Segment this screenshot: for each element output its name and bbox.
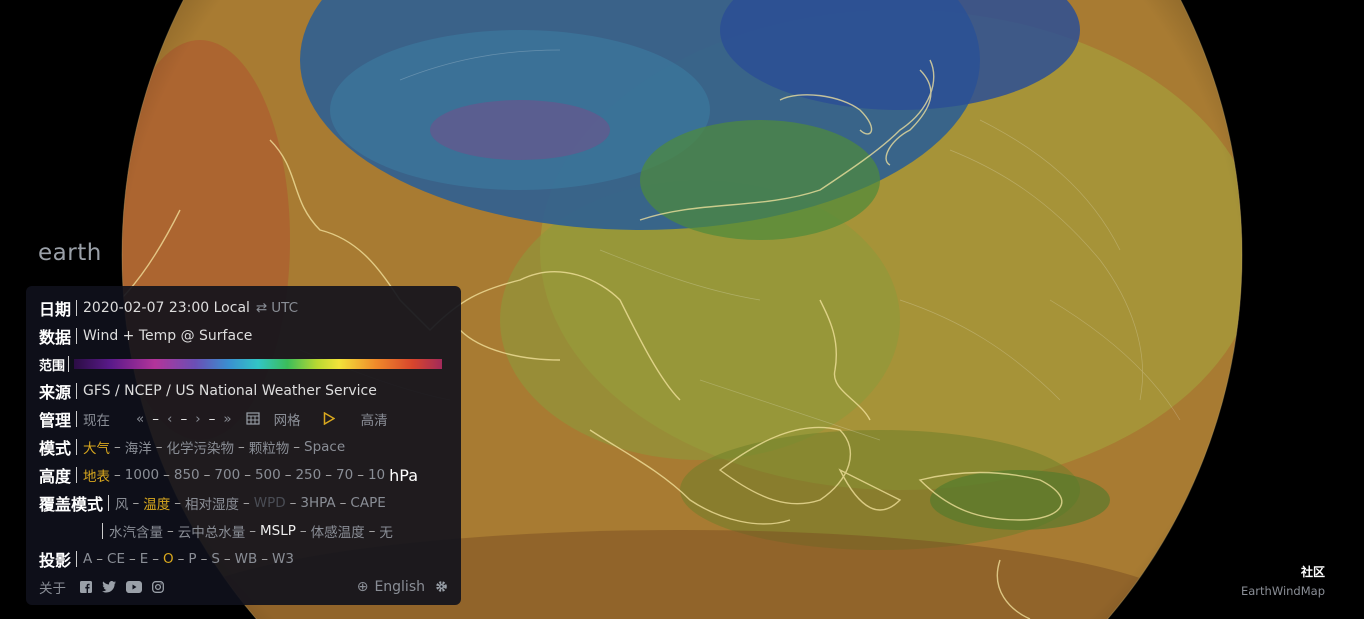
step-separator: – <box>152 411 160 427</box>
height-250[interactable]: 250 <box>295 467 322 483</box>
mode-particulates[interactable]: 颗粒物 <box>248 441 290 457</box>
app-title[interactable]: earth <box>38 240 102 266</box>
overlay-label: 覆盖模式 <box>39 495 104 514</box>
step-separator: – <box>208 411 216 427</box>
height-70[interactable]: 70 <box>336 467 354 483</box>
forward-step-button[interactable]: › <box>195 411 201 427</box>
data-label: 数据 <box>39 328 72 347</box>
divider <box>76 411 78 427</box>
height-1000[interactable]: 1000 <box>124 467 160 483</box>
overlay-mslp[interactable]: MSLP <box>260 523 296 539</box>
overlay-misery-index[interactable]: 体感温度 <box>310 525 365 541</box>
divider <box>76 328 78 344</box>
overlay-3hpa[interactable]: 3HPA <box>300 495 336 511</box>
projection-s[interactable]: S <box>211 551 220 567</box>
overlay-row: 覆盖模式 风 – 温度 – 相对湿度 – WPD – 3HPA – CAPE <box>39 491 386 515</box>
corner-links: 社区 EarthWindMap <box>1241 563 1325 598</box>
date-row: 日期 2020-02-07 23:00 Local ⇄ UTC <box>39 296 298 320</box>
projection-label: 投影 <box>39 551 72 570</box>
overlay-wpd[interactable]: WPD <box>253 495 286 511</box>
divider <box>68 356 70 372</box>
overlay-rh[interactable]: 相对湿度 <box>185 497 240 513</box>
youtube-icon[interactable] <box>126 578 142 597</box>
projection-a[interactable]: A <box>83 551 93 567</box>
overlay-tpw[interactable]: 水汽含量 <box>109 525 163 541</box>
twitter-icon[interactable] <box>102 578 116 597</box>
divider <box>76 467 78 483</box>
date-value[interactable]: 2020-02-07 23:00 Local <box>83 300 250 316</box>
calendar-grid-icon[interactable] <box>246 410 260 429</box>
height-surface[interactable]: 地表 <box>83 469 111 485</box>
source-value: GFS / NCEP / US National Weather Service <box>83 383 377 399</box>
overlay-cape[interactable]: CAPE <box>350 495 386 511</box>
mode-ocean[interactable]: 海洋 <box>124 441 152 457</box>
mode-space[interactable]: Space <box>304 439 346 455</box>
divider <box>76 383 78 399</box>
date-label: 日期 <box>39 300 72 319</box>
height-500[interactable]: 500 <box>254 467 281 483</box>
earthwindmap-link[interactable]: EarthWindMap <box>1240 584 1325 598</box>
grid-button[interactable]: 网格 <box>273 413 301 429</box>
projection-wb[interactable]: WB <box>234 551 258 567</box>
projection-ce[interactable]: CE <box>107 551 125 567</box>
overlay-temp[interactable]: 温度 <box>143 497 171 513</box>
scale-row: 范围 <box>39 352 443 376</box>
forward-day-button[interactable]: » <box>223 411 232 427</box>
height-row: 高度 地表 – 1000– 850– 700– 500– 250– 70– 10 … <box>39 463 418 487</box>
hd-button[interactable]: 高清 <box>360 413 388 429</box>
overlay-wind[interactable]: 风 <box>115 497 129 513</box>
back-step-button[interactable]: ‹ <box>167 411 173 427</box>
control-label: 管理 <box>39 411 72 430</box>
community-link[interactable]: 社区 <box>1300 565 1325 579</box>
projection-e[interactable]: E <box>139 551 149 567</box>
divider <box>108 495 110 511</box>
data-value: Wind + Temp @ Surface <box>83 328 253 344</box>
utc-toggle[interactable]: UTC <box>271 300 298 316</box>
source-row: 来源 GFS / NCEP / US National Weather Serv… <box>39 379 377 403</box>
divider <box>76 300 78 316</box>
height-700[interactable]: 700 <box>214 467 241 483</box>
mode-row: 模式 大气 – 海洋 – 化学污染物 – 颗粒物 – Space <box>39 435 345 459</box>
mode-chem[interactable]: 化学污染物 <box>166 441 235 457</box>
mode-atmosphere[interactable]: 大气 <box>83 441 111 457</box>
step-separator: – <box>180 411 188 427</box>
divider <box>76 551 78 567</box>
projection-o[interactable]: O <box>163 551 174 567</box>
language-selector[interactable]: English <box>374 579 425 595</box>
divider <box>76 439 78 455</box>
color-scale-bar[interactable] <box>74 359 443 369</box>
swap-arrows-icon[interactable]: ⇄ <box>255 300 268 316</box>
height-850[interactable]: 850 <box>173 467 200 483</box>
scale-label: 范围 <box>39 358 66 374</box>
about-link[interactable]: 关于 <box>39 581 66 597</box>
globe-icon[interactable]: ⊕ <box>356 579 369 595</box>
divider <box>102 523 103 539</box>
source-label: 来源 <box>39 383 72 402</box>
control-panel: 日期 2020-02-07 23:00 Local ⇄ UTC 数据 Wind … <box>26 286 461 605</box>
back-day-button[interactable]: « <box>136 411 145 427</box>
instagram-icon[interactable] <box>152 578 164 597</box>
data-row: 数据 Wind + Temp @ Surface <box>39 324 252 348</box>
now-button[interactable]: 现在 <box>83 413 111 429</box>
mode-label: 模式 <box>39 439 72 458</box>
projection-p[interactable]: P <box>188 551 197 567</box>
overlay-none[interactable]: 无 <box>379 525 393 541</box>
overlay-row-2: 水汽含量 – 云中总水量 – MSLP – 体感温度 – 无 <box>100 519 393 543</box>
projection-w3[interactable]: W3 <box>272 551 294 567</box>
overlay-tcw[interactable]: 云中总水量 <box>177 525 246 541</box>
height-unit: hPa <box>389 465 418 485</box>
play-icon[interactable] <box>323 410 336 429</box>
height-label: 高度 <box>39 467 72 486</box>
height-10[interactable]: 10 <box>367 467 386 483</box>
projection-row: 投影 A – CE – E – O – P – S – WB – W3 <box>39 547 294 571</box>
panel-footer: 关于 ⊕ English <box>39 575 448 599</box>
gear-icon[interactable] <box>435 578 448 597</box>
facebook-icon[interactable] <box>80 578 92 597</box>
control-row: 管理 现在 « – ‹ – › – » 网格 高清 <box>39 407 388 431</box>
